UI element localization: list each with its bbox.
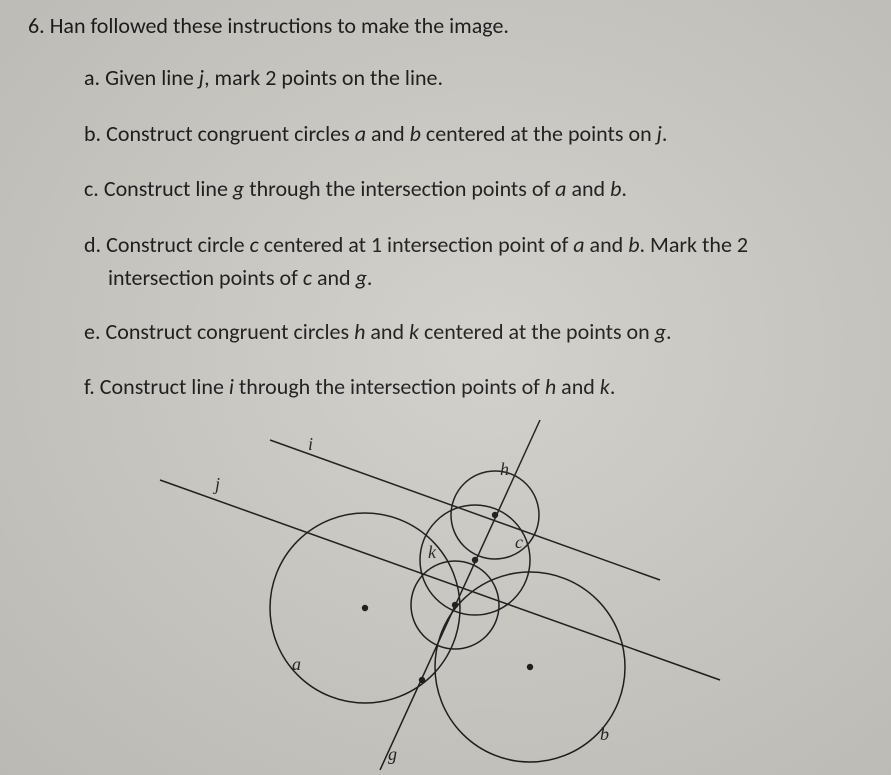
construction-point bbox=[472, 557, 478, 563]
construction-point bbox=[527, 664, 533, 670]
item-d-continued: intersection points of c and g. bbox=[108, 264, 863, 291]
construction-point bbox=[419, 677, 425, 683]
construction-point bbox=[452, 602, 458, 608]
item-e: e. Construct congruent circles h and k c… bbox=[84, 317, 863, 347]
label-j: j bbox=[213, 474, 220, 494]
label-i: i bbox=[308, 434, 313, 454]
label-k: k bbox=[428, 542, 437, 562]
points-group bbox=[362, 512, 533, 683]
question-text: Han followed these instructions to make … bbox=[50, 12, 509, 39]
line-g bbox=[380, 420, 540, 770]
item-b: b. Construct congruent circles a and b c… bbox=[84, 119, 863, 149]
label-b: b bbox=[600, 724, 609, 744]
construction-diagram: jihkcagb bbox=[200, 450, 700, 770]
item-c: c. Construct line g through the intersec… bbox=[84, 174, 863, 204]
item-d: d. Construct circle c centered at 1 inte… bbox=[84, 230, 863, 260]
worksheet-page: 6. Han followed these instructions to ma… bbox=[0, 0, 891, 402]
construction-point bbox=[492, 512, 498, 518]
label-h: h bbox=[500, 459, 509, 479]
line-j bbox=[160, 480, 720, 680]
question-number: 6. bbox=[28, 12, 45, 39]
construction-point bbox=[362, 605, 368, 611]
label-g: g bbox=[388, 744, 397, 764]
label-a: a bbox=[292, 654, 301, 674]
item-a: a. Given line j, mark 2 points on the li… bbox=[84, 63, 863, 93]
line-i bbox=[270, 440, 660, 580]
item-f: f. Construct line i through the intersec… bbox=[84, 372, 863, 402]
diagram-group: j i h k c a g b bbox=[160, 420, 720, 770]
question-stem: 6. Han followed these instructions to ma… bbox=[28, 12, 863, 39]
label-c: c bbox=[515, 532, 523, 552]
